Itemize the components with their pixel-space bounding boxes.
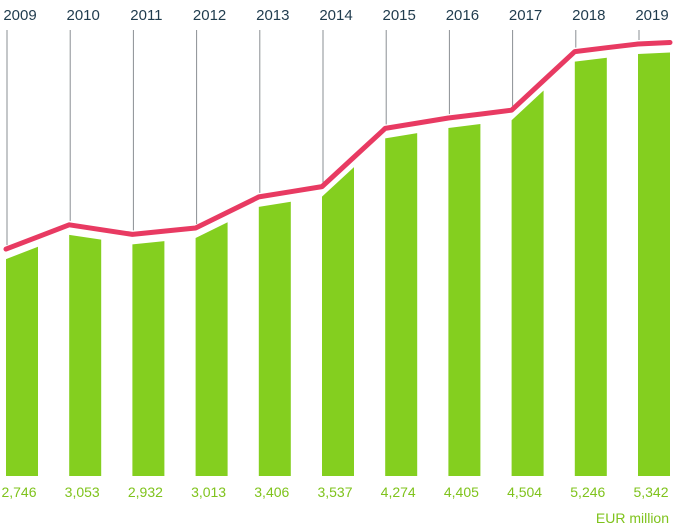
- value-label-2010: 3,053: [65, 484, 100, 500]
- bar-2013: [258, 201, 291, 476]
- year-label-2010: 2010: [67, 7, 100, 24]
- value-label-2016: 4,405: [444, 484, 479, 500]
- value-label-2019: 5,342: [633, 484, 668, 500]
- bar-2011: [132, 241, 165, 476]
- trend-line: [3, 40, 673, 252]
- value-label-2017: 4,504: [507, 484, 542, 500]
- bar-2010: [69, 234, 102, 476]
- year-label-2012: 2012: [193, 7, 226, 24]
- value-labels: 2,746 3,053 2,932 3,013 3,406 3,537 4,274 4,405…: [1, 484, 668, 500]
- value-label-2012: 3,013: [191, 484, 226, 500]
- bar-series: [6, 52, 670, 477]
- year-label-2019: 2019: [635, 7, 668, 24]
- year-label-2015: 2015: [383, 7, 416, 24]
- year-label-2014: 2014: [319, 7, 352, 24]
- bar-2012: [195, 222, 228, 476]
- year-guide-lines: [6, 30, 640, 246]
- value-label-2018: 5,246: [570, 484, 605, 500]
- year-axis-labels: 2009 2010 2011 2012 2013 2014 2015 2016 2017 2018…: [3, 7, 668, 24]
- bar-2014: [322, 167, 354, 476]
- bar-2015: [385, 133, 418, 476]
- bar-2017: [511, 90, 544, 476]
- bar-2019: [638, 52, 670, 477]
- value-label-2015: 4,274: [381, 484, 416, 500]
- year-label-2016: 2016: [446, 7, 479, 24]
- year-label-2013: 2013: [256, 7, 289, 24]
- year-label-2018: 2018: [572, 7, 605, 24]
- bar-2009: [6, 246, 38, 476]
- year-label-2009: 2009: [3, 7, 36, 24]
- value-label-2013: 3,406: [254, 484, 289, 500]
- year-label-2011: 2011: [130, 7, 162, 24]
- bar-2016: [448, 124, 481, 477]
- value-label-2014: 3,537: [317, 484, 352, 500]
- bar-2018: [574, 57, 607, 477]
- year-label-2017: 2017: [509, 7, 542, 24]
- value-label-2011: 2,932: [128, 484, 163, 500]
- value-label-2009: 2,746: [1, 484, 36, 500]
- unit-label: EUR million: [596, 510, 669, 526]
